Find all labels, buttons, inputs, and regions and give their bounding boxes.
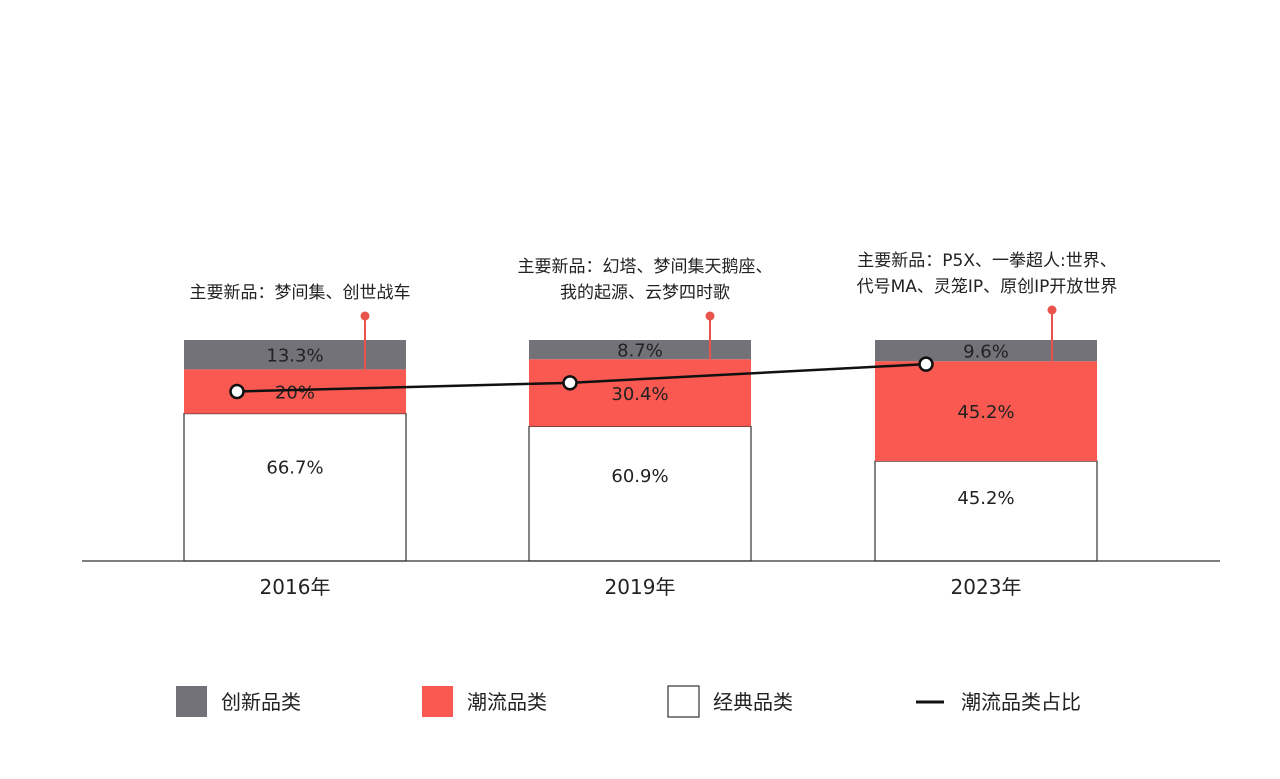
segment-labels-layer: 66.7% 20% 13.3% 60.9% 30.4% 8.7% 45.2% 45.2% 9.6… [266,341,1014,509]
bar-segment-innovation-2 [875,340,1097,362]
annotation-text: 主要新品：梦间集、创世战车 [190,283,411,303]
annotation-text: 我的起源、云梦四时歌 [560,283,730,303]
category-label: 2019年 [605,575,676,599]
segment-label: 60.9% [611,466,668,487]
bar-segment-trend-0 [184,369,406,414]
segment-label: 13.3% [266,346,323,367]
bar-segment-classic-1 [528,425,752,562]
legend: 创新品类 潮流品类 经典品类 潮流品类占比 [176,685,1081,718]
bar-segment-classic-0 [183,412,407,562]
segment-label: 66.7% [266,458,323,479]
legend-label: 创新品类 [221,690,301,714]
bar-segment-innovation-1 [529,340,751,360]
trend-line-layer [229,356,934,400]
legend-swatch [667,685,700,718]
segment-label: 45.2% [957,402,1014,423]
trend-point [918,356,934,372]
bar-segment-innovation-0 [184,340,406,370]
legend-label: 潮流品类 [467,690,547,714]
bar-segment-classic-2 [874,460,1098,562]
legend-swatch [422,686,453,717]
category-label: 2023年 [951,575,1022,599]
annotation-pin-dot [360,311,370,321]
annotations-layer: 主要新品：梦间集、创世战车 主要新品：幻塔、梦间集天鹅座、我的起源、云梦四时歌 主要… [190,251,1118,370]
annotation-text: 主要新品：P5X、一拳超人:世界、 [857,251,1116,271]
annotation-text: 代号MA、灵笼IP、原创IP开放世界 [857,277,1118,297]
trend-point [229,383,245,400]
category-label: 2016年 [260,575,331,599]
annotation-text: 主要新品：幻塔、梦间集天鹅座、 [518,257,773,277]
bars-layer [183,340,1098,562]
segment-label: 30.4% [611,384,668,405]
legend-label: 潮流品类占比 [961,690,1081,714]
legend-swatch [176,686,207,717]
segment-label: 20% [275,382,315,403]
segment-label: 9.6% [963,342,1009,363]
segment-label: 45.2% [957,488,1014,509]
annotation-pin-dot [1047,305,1057,315]
segment-label: 8.7% [617,341,663,362]
trend-point [562,375,578,391]
annotation-pin-dot [705,311,715,321]
legend-label: 经典品类 [713,690,793,714]
category-labels-layer: 2016年 2019年 2023年 [260,575,1022,599]
bar-segment-trend-2 [875,361,1097,462]
bar-segment-trend-1 [529,359,751,427]
